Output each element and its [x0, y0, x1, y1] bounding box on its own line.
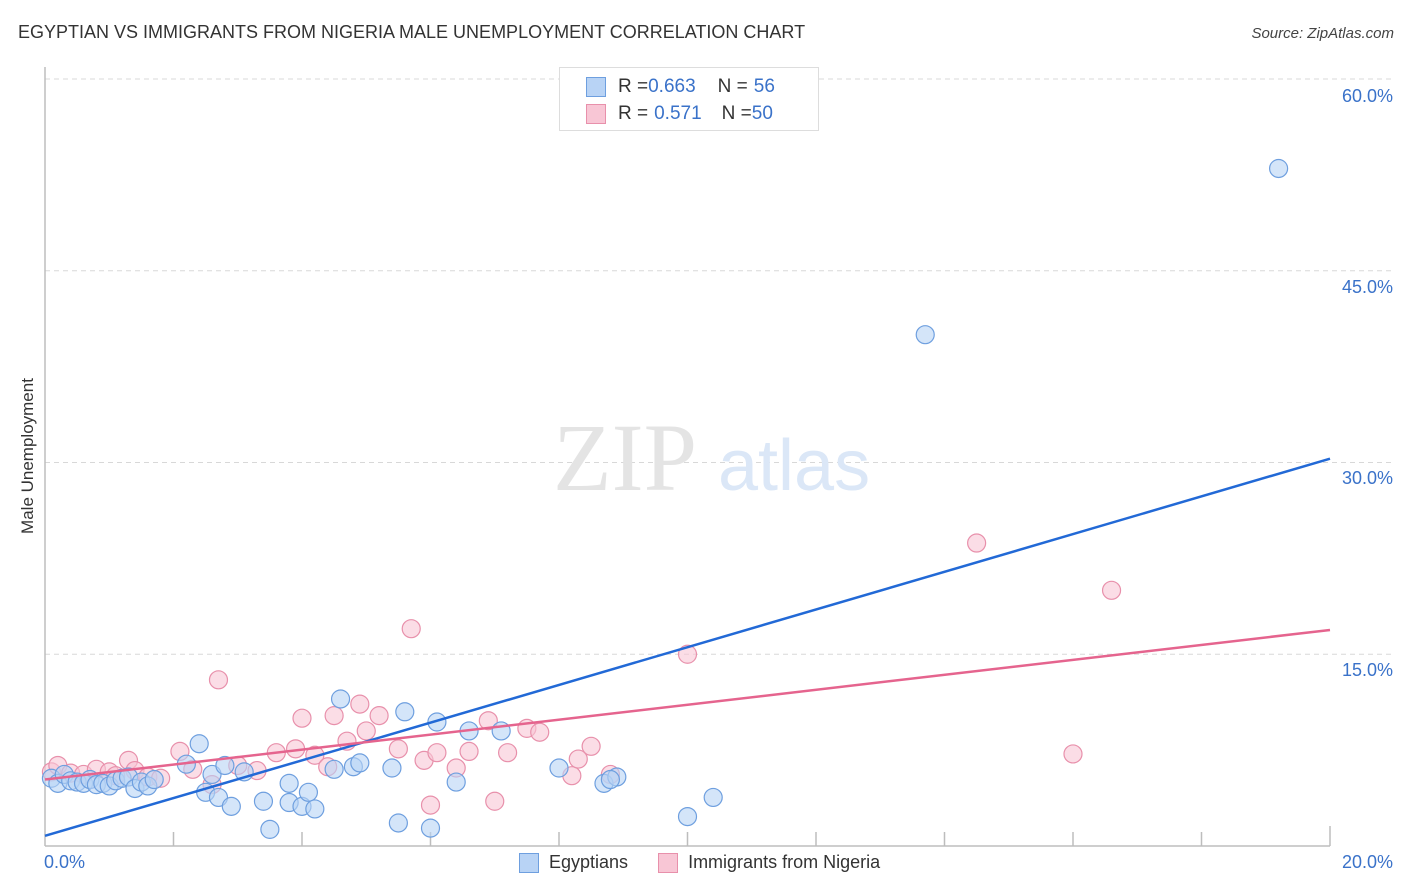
trend-line — [44, 457, 1331, 837]
egyptian-points — [41, 158, 1289, 839]
data-point — [395, 702, 415, 722]
data-point — [915, 325, 935, 345]
trend-lines — [44, 457, 1331, 837]
data-point — [459, 741, 479, 762]
data-point — [677, 806, 698, 827]
legend-row-egyptians: R = 0.663 N = 56 — [586, 76, 775, 98]
data-point — [208, 670, 229, 690]
data-point — [530, 722, 550, 742]
data-point — [549, 758, 569, 778]
data-point — [703, 787, 723, 808]
data-point — [382, 758, 402, 778]
data-point — [189, 734, 209, 754]
y-tick-15: 15.0% — [1341, 660, 1393, 680]
n-value: 50 — [751, 103, 773, 124]
legend-label: Egyptians — [549, 852, 629, 872]
data-point — [420, 795, 441, 815]
data-point — [356, 721, 376, 741]
data-point — [324, 759, 344, 779]
trend-line — [44, 628, 1331, 781]
blue-swatch-icon — [586, 77, 606, 97]
y-axis-label: Male Unemployment — [18, 378, 37, 534]
data-point — [568, 749, 588, 769]
data-point — [600, 769, 621, 790]
n-label: N = — [717, 76, 748, 97]
data-point — [350, 694, 370, 714]
data-point — [1101, 580, 1122, 600]
zipatlas-watermark: ZIP atlas — [553, 404, 870, 511]
y-tick-45: 45.0% — [1341, 277, 1393, 297]
pink-swatch-icon — [658, 852, 679, 873]
data-point — [1063, 744, 1083, 764]
svg-text:atlas: atlas — [718, 426, 870, 506]
y-tick-30: 30.0% — [1341, 468, 1393, 488]
data-point — [253, 791, 274, 811]
y-tick-60: 60.0% — [1341, 86, 1393, 106]
data-point — [260, 819, 280, 839]
legend-row-nigeria: R = 0.571 N = 50 — [586, 103, 773, 125]
data-point — [221, 796, 241, 816]
axes — [44, 67, 1331, 847]
data-point — [967, 533, 987, 553]
data-point — [1268, 158, 1289, 179]
gridlines — [45, 78, 1392, 655]
data-point — [292, 708, 312, 728]
legend-label: Immigrants from Nigeria — [688, 852, 881, 872]
data-point — [420, 818, 441, 838]
n-value: 56 — [753, 76, 775, 97]
data-point — [324, 706, 344, 726]
data-point — [581, 736, 601, 756]
x-tick-max: 20.0% — [1341, 852, 1393, 872]
r-label: R = — [618, 103, 649, 124]
data-point — [388, 813, 408, 833]
data-point — [427, 743, 447, 763]
data-point — [215, 755, 235, 776]
svg-text:ZIP: ZIP — [553, 404, 697, 511]
data-point — [369, 706, 389, 726]
legend-item-egyptians[interactable]: Egyptians — [519, 852, 628, 873]
r-value: 0.571 — [654, 103, 702, 124]
data-point — [305, 799, 325, 819]
chart-title: EGYPTIAN VS IMMIGRANTS FROM NIGERIA MALE… — [18, 22, 806, 42]
data-point — [446, 772, 466, 792]
blue-swatch-icon — [519, 852, 539, 873]
r-label: R = — [618, 76, 649, 97]
r-value: 0.663 — [648, 76, 696, 97]
correlation-legend: R = 0.663 N = 56 R = 0.571 N = 50 — [559, 67, 819, 131]
source-label: Source: ZipAtlas.com — [1251, 25, 1394, 42]
pink-swatch-icon — [586, 104, 606, 124]
data-point — [485, 791, 505, 811]
data-point — [279, 773, 299, 793]
data-point — [298, 782, 319, 802]
data-point — [478, 711, 498, 731]
data-point — [330, 689, 351, 709]
n-label: N = — [721, 103, 752, 124]
legend-item-nigeria[interactable]: Immigrants from Nigeria — [658, 852, 880, 873]
data-point — [350, 753, 370, 773]
data-point — [388, 739, 408, 759]
x-tick-min: 0.0% — [44, 852, 86, 872]
data-point — [498, 743, 518, 763]
series-legend: Egyptians Immigrants from Nigeria — [519, 852, 910, 873]
data-point — [401, 619, 421, 639]
data-point — [144, 769, 164, 790]
